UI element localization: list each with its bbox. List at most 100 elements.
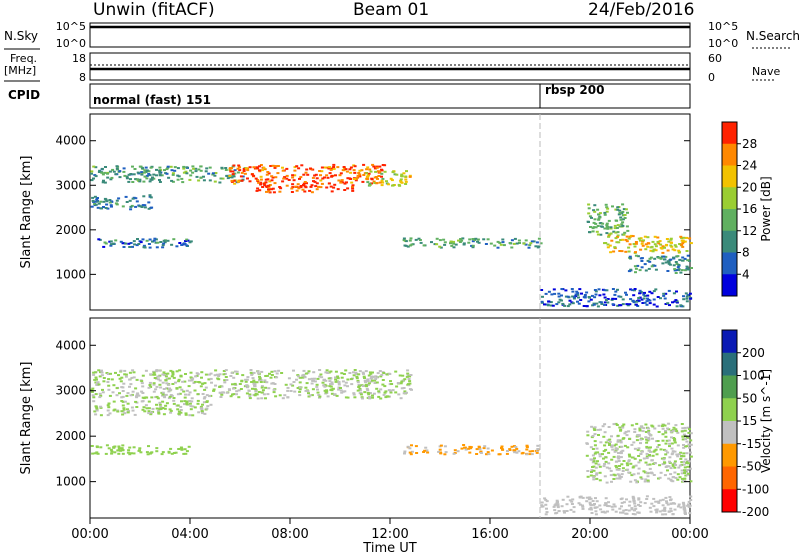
echo-cell <box>562 510 566 513</box>
echo-cell <box>600 303 604 305</box>
freq-panel <box>89 52 691 81</box>
echo-cell <box>632 294 636 297</box>
echo-cell <box>163 407 167 410</box>
echo-cell <box>566 305 570 308</box>
echo-cell <box>169 369 173 372</box>
echo-cell <box>599 508 603 511</box>
echo-cell <box>686 462 690 465</box>
echo-cell <box>324 379 328 382</box>
echo-cell <box>185 389 189 392</box>
echo-cell <box>578 288 582 291</box>
echo-cell <box>618 477 622 480</box>
echo-cell <box>631 299 635 302</box>
echo-cell <box>148 174 152 177</box>
echo-cell <box>617 295 621 298</box>
echo-cell <box>269 165 273 167</box>
echo-cell <box>630 474 634 477</box>
cpid-label: CPID <box>8 88 41 102</box>
echo-cell <box>471 244 475 247</box>
echo-cell <box>307 395 311 398</box>
echo-cell <box>525 448 529 451</box>
echo-cell <box>366 177 370 180</box>
echo-cell <box>368 397 372 400</box>
echo-cell <box>603 301 607 304</box>
echo-cell <box>117 374 120 377</box>
echo-cell <box>399 179 403 182</box>
echo-cell <box>185 244 189 247</box>
y-axis-label: Slant Range [km] <box>19 156 34 269</box>
echo-cell <box>593 218 597 221</box>
echo-cell <box>184 413 188 416</box>
echo-cell <box>621 238 625 241</box>
echo-cell <box>684 438 688 441</box>
echo-cell <box>632 500 636 503</box>
echo-cell <box>293 166 297 169</box>
echo-cell <box>638 292 642 295</box>
echo-cell <box>688 292 692 295</box>
echo-cell <box>633 265 637 268</box>
echo-cell <box>597 213 600 216</box>
echo-cell <box>598 212 602 215</box>
echo-cell <box>410 444 413 447</box>
echo-cell <box>185 172 189 175</box>
echo-cell <box>637 497 641 500</box>
echo-cell <box>157 378 160 381</box>
echo-cell <box>259 181 263 184</box>
echo-cell <box>123 373 127 376</box>
echo-cell <box>647 436 651 439</box>
echo-cell <box>589 506 593 509</box>
echo-cell <box>501 238 505 241</box>
echo-cell <box>94 405 98 408</box>
echo-cell <box>147 201 151 204</box>
echo-cell <box>500 445 504 448</box>
echo-cell <box>109 244 113 247</box>
echo-cell <box>499 243 503 246</box>
echo-cell <box>637 461 641 464</box>
echo-cell <box>380 179 384 182</box>
echo-cell <box>653 235 657 238</box>
echo-cell <box>310 191 314 194</box>
echo-cell <box>612 478 616 480</box>
echo-cell <box>456 450 460 453</box>
echo-cell <box>128 199 132 202</box>
echo-cell <box>560 505 564 508</box>
echo-cell <box>655 453 659 456</box>
echo-cell <box>330 190 334 193</box>
echo-cell <box>121 452 125 455</box>
echo-cell <box>101 391 105 394</box>
echo-cell <box>245 392 249 395</box>
echo-cell <box>201 412 205 415</box>
echo-cell <box>258 375 261 378</box>
echo-cell <box>298 376 302 379</box>
echo-cell <box>683 429 687 432</box>
echo-cell <box>689 443 693 446</box>
echo-cell <box>576 293 580 296</box>
echo-cell <box>232 387 235 390</box>
echo-cell <box>654 500 658 503</box>
echo-cell <box>90 179 94 182</box>
echo-cell <box>557 295 561 298</box>
echo-cell <box>595 230 599 233</box>
echo-cell <box>645 303 649 306</box>
echo-cell <box>646 297 649 300</box>
echo-cell <box>414 445 418 448</box>
echo-cell <box>613 246 617 249</box>
echo-cell <box>244 380 248 383</box>
echo-cell <box>471 240 475 243</box>
echo-cell <box>250 373 254 376</box>
echo-cell <box>530 453 534 456</box>
echo-cell <box>369 170 373 173</box>
echo-cell <box>552 288 556 291</box>
echo-cell <box>129 205 133 208</box>
echo-cell <box>223 381 227 384</box>
echo-cell <box>125 177 129 180</box>
echo-cell <box>621 203 625 206</box>
echo-cell <box>255 189 259 192</box>
echo-cell <box>220 385 224 388</box>
echo-cell <box>140 166 144 169</box>
echo-cell <box>310 377 314 380</box>
echo-cell <box>439 444 443 447</box>
echo-cell <box>201 393 205 395</box>
echo-cell <box>654 245 658 248</box>
echo-cell <box>644 431 648 433</box>
